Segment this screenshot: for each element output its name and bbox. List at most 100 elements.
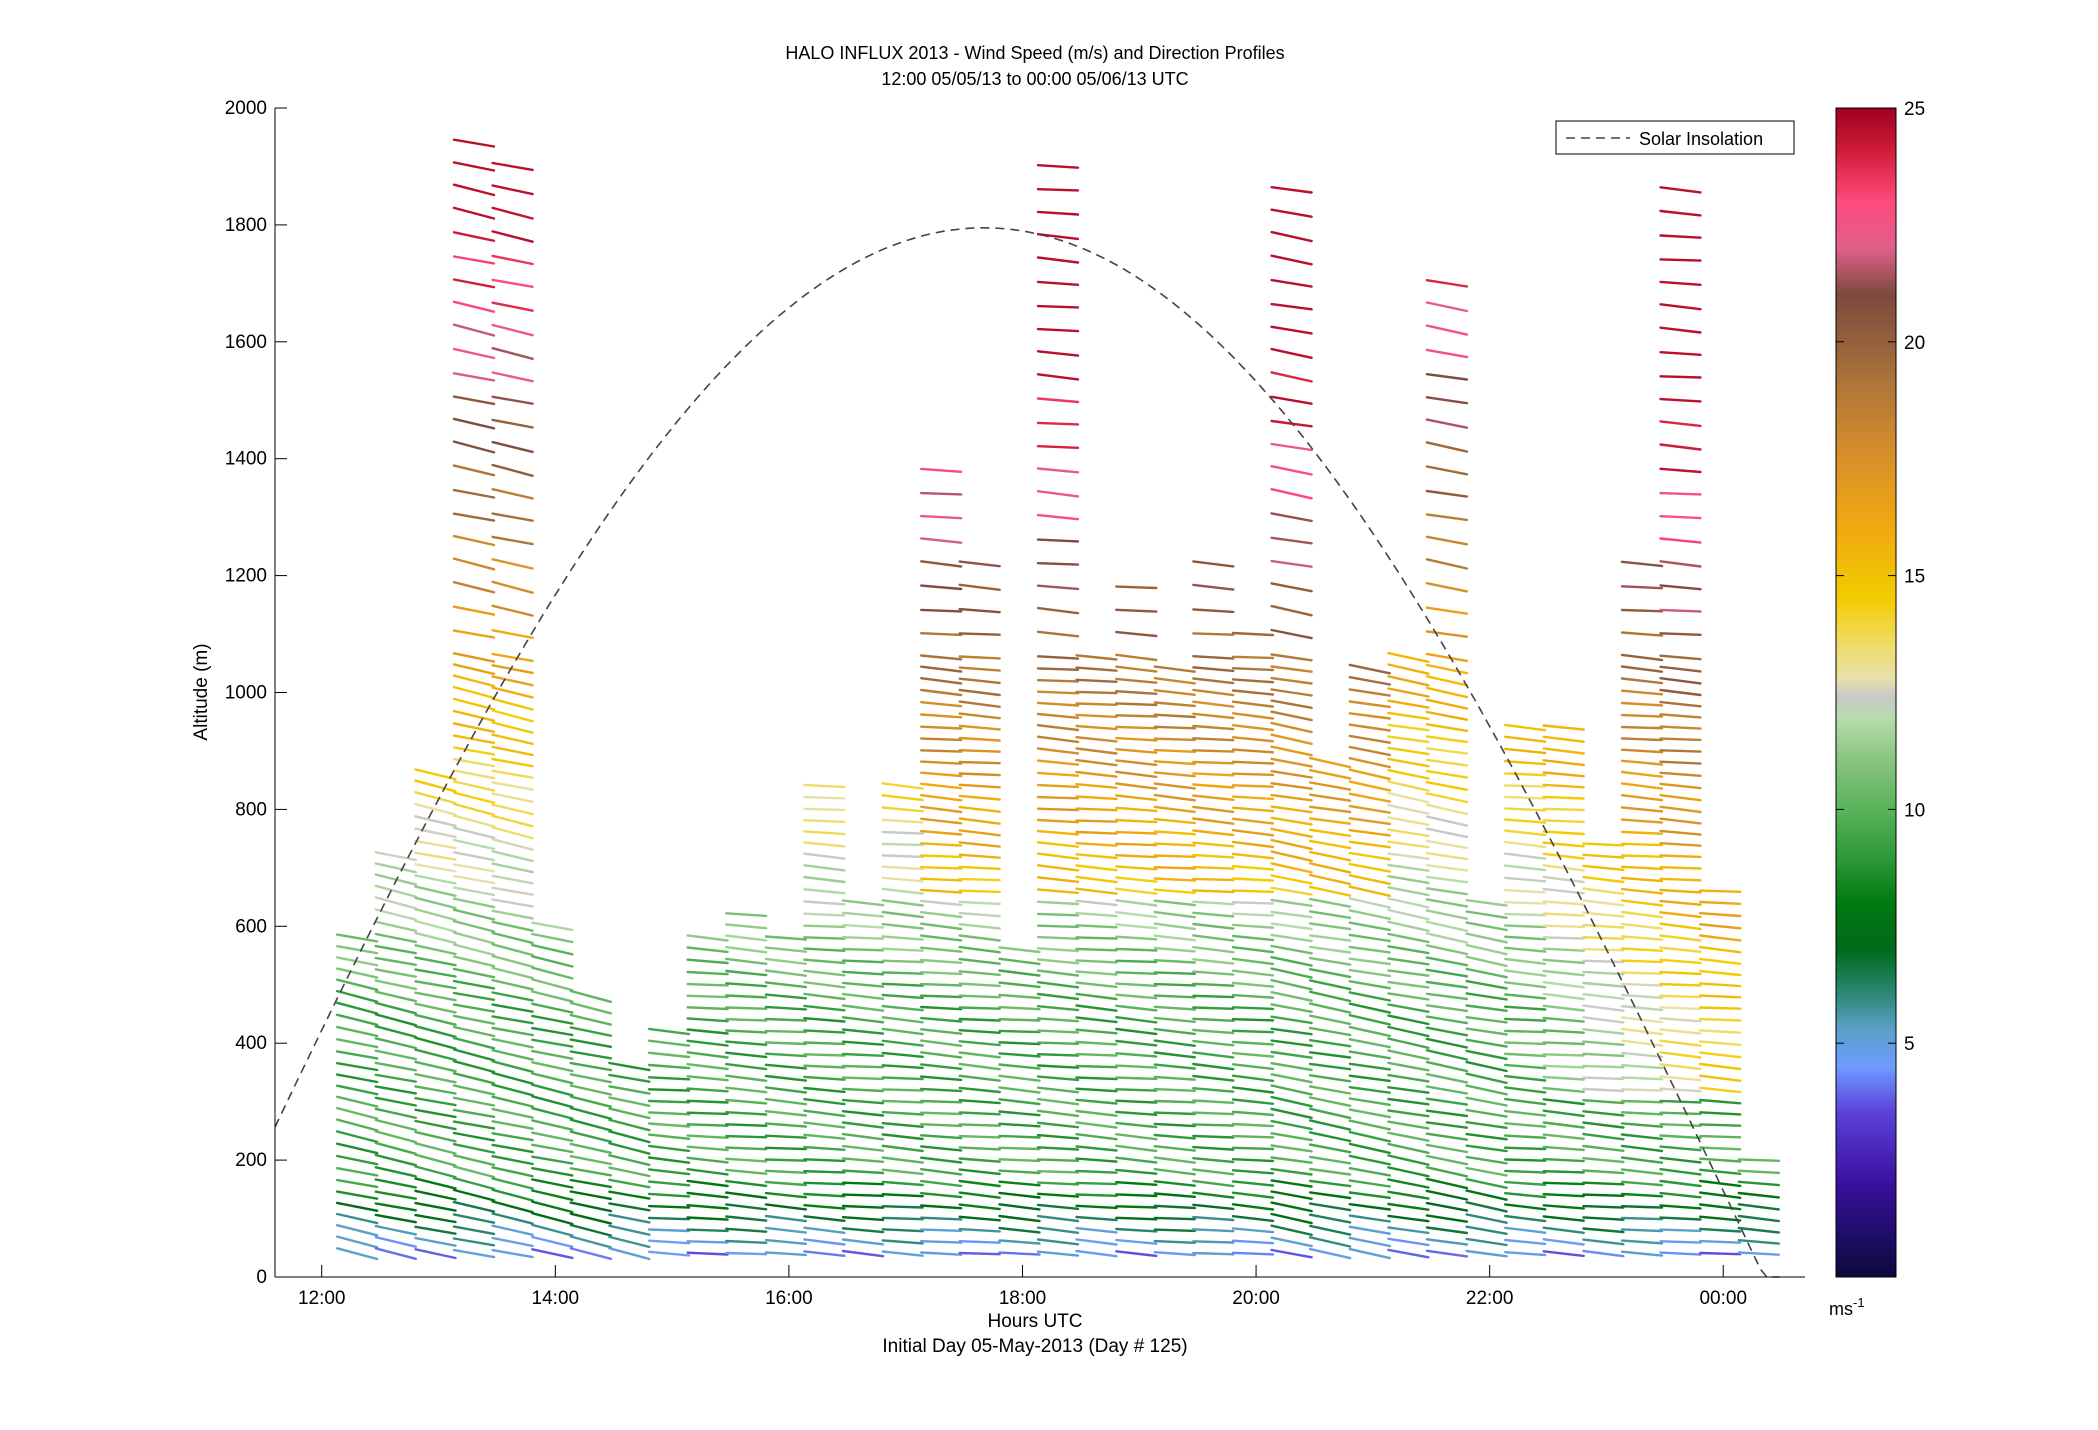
wind-barb [1075,992,1118,1001]
wind-barb [1115,1039,1158,1047]
wind-barb [531,1166,574,1177]
wind-barb [1075,1016,1118,1024]
wind-barb [1465,1201,1508,1213]
wind-barb [1620,1133,1664,1141]
wind-barb [1425,769,1469,779]
wind-barb [1231,700,1275,708]
wind-barb [1270,782,1313,790]
wind-barb [608,1061,651,1072]
x-ticks: 12:00 14:00 16:00 18:00 20:00 22:00 00:00 [298,1265,1747,1309]
wind-barb [1659,794,1702,802]
wind-barb [1659,946,1702,953]
wind-barb [1542,969,1585,977]
wind-barb [491,418,534,429]
wind-barb [1425,781,1469,791]
wind-barb [1115,714,1158,718]
wind-barb [1075,724,1118,731]
wind-barb [841,1157,885,1164]
wind-barb [1348,991,1392,1002]
wind-barb [1036,350,1080,357]
wind-barb [803,1181,846,1186]
wind-barb [531,1223,574,1237]
wind-barb [1115,725,1158,730]
wind-barb [958,900,1001,906]
wind-barb [452,1108,496,1119]
wind-barb [336,1095,379,1108]
wind-barb [1231,1146,1275,1151]
wind-barb [1075,1226,1118,1234]
wind-barb [841,1144,885,1152]
wind-barb [1737,1238,1781,1245]
wind-barb [1582,993,1625,1000]
wind-barb [1231,1203,1275,1211]
wind-barb [1115,770,1158,779]
legend: Solar Insolation [1555,120,1795,155]
wind-barb [1153,1133,1197,1140]
wind-barb [1659,1075,1702,1082]
wind-barb [1659,397,1702,403]
wind-barb [1698,957,1742,965]
wind-barb [841,1132,885,1141]
wind-barb [1036,1017,1080,1023]
wind-barb [1659,209,1702,217]
wind-barb [1503,1086,1547,1094]
wind-barb [841,1227,885,1234]
wind-barb [841,1109,885,1117]
wind-barb [1231,1110,1275,1117]
wind-barb [1115,1168,1158,1175]
wind-barb [1620,842,1664,847]
wind-barb [1192,1134,1235,1139]
wind-barb [958,982,1001,988]
wind-barb [1542,947,1585,952]
wind-barb [1308,897,1352,908]
wind-barb [1036,712,1080,719]
wind-barb [1270,745,1313,757]
wind-barb [1542,1016,1585,1023]
wind-barb [1075,1098,1118,1105]
wind-barb [491,206,534,220]
wind-barb [452,1176,496,1191]
wind-barb [1192,1240,1235,1244]
wind-barb [1542,981,1585,989]
wind-barb [1465,1189,1508,1201]
wind-barb [1620,865,1664,871]
wind-barb [920,1028,963,1035]
wind-barb [1115,1193,1158,1198]
y-tick-label: 0 [256,1267,267,1288]
wind-barb [1115,911,1158,919]
wind-barb [1192,632,1235,636]
wind-barb [1270,254,1313,266]
wind-barb [1425,301,1469,313]
wind-barb [725,923,768,930]
wind-barb [1192,1179,1235,1188]
wind-barb [1115,1076,1158,1081]
wind-barb [452,255,496,265]
wind-barb [1115,665,1158,673]
wind-barb [491,1166,534,1178]
wind-barb [1308,805,1352,814]
wind-barb [414,944,457,956]
wind-barb [491,1236,534,1248]
wind-barb [1582,853,1625,859]
wind-barb [1659,1111,1702,1116]
wind-barb [920,1016,963,1023]
wind-barb [725,1146,768,1151]
wind-barb [1348,1225,1392,1235]
wind-barb [958,794,1001,801]
wind-barb [1231,760,1275,765]
colorbar-tick-label: 15 [1904,567,1925,588]
wind-barb [881,1004,924,1012]
wind-barb [1153,1051,1197,1059]
x-axis-sublabel: Initial Day 05-May-2013 (Day # 125) [882,1336,1187,1357]
wind-barb [1153,1005,1197,1011]
wind-barb [920,1228,963,1233]
wind-barb [1270,721,1313,734]
wind-barb [1387,1086,1430,1094]
wind-barb [1153,1111,1197,1116]
wind-barb [1075,690,1118,695]
wind-barb [1620,560,1664,568]
wind-barb [1503,1226,1547,1234]
wind-barb [1075,1064,1118,1069]
wind-barb [1075,1157,1118,1163]
